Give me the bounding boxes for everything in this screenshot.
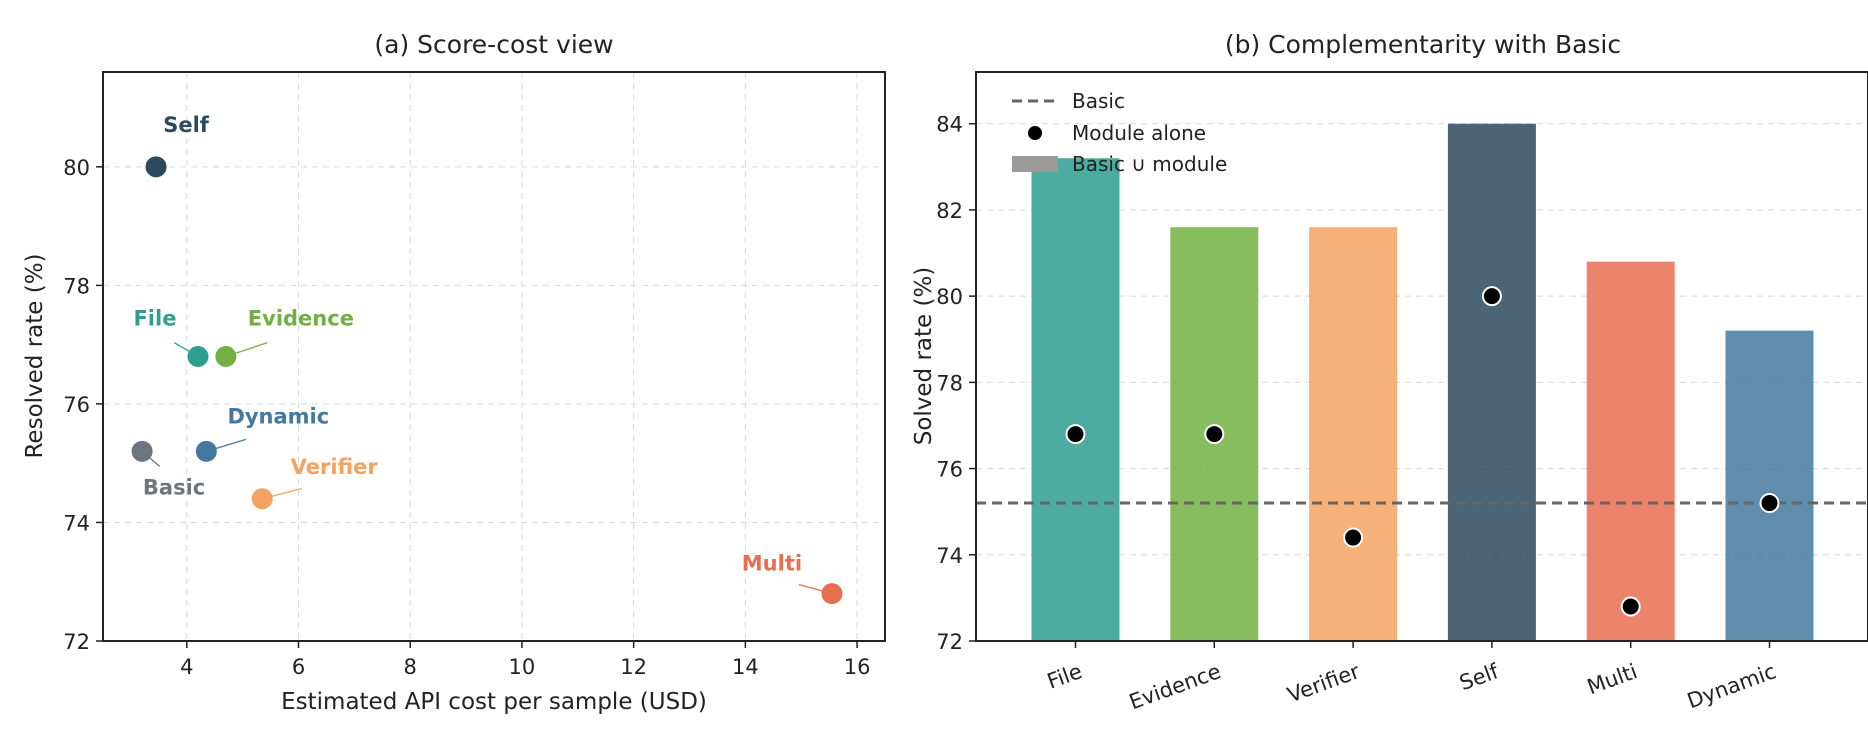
point-label-dynamic: Dynamic <box>227 404 329 428</box>
dot-dynamic <box>1759 493 1780 514</box>
panel-a-xtick-label: 12 <box>620 655 647 679</box>
bar-file <box>1031 158 1120 641</box>
panel-b-ytick-label: 80 <box>936 285 963 309</box>
xtick-label-file: File <box>1044 659 1085 694</box>
panel-a-xtick-label: 14 <box>732 655 759 679</box>
xtick-label-multi: Multi <box>1584 659 1640 699</box>
panel-a-xtick-label: 6 <box>292 655 305 679</box>
dot-evidence <box>1204 424 1225 445</box>
point-label-verifier: Verifier <box>291 455 379 479</box>
panel-a-score-cost: (a) Score-cost view Self File Evidence Dyna… <box>22 30 886 715</box>
bar-verifier <box>1309 227 1398 641</box>
panel-b-ytick-label: 84 <box>936 113 963 137</box>
point-label-multi: Multi <box>742 552 802 576</box>
point-leader-multi <box>798 583 833 595</box>
xtick-label-self: Self <box>1456 659 1502 695</box>
panel-b-frame <box>975 71 1868 642</box>
panel-a-xtick-label: 4 <box>180 655 193 679</box>
panel-b-title: (b) Complementarity with Basic <box>1225 30 1621 59</box>
point-label-evidence: Evidence <box>248 307 354 331</box>
bar-multi <box>1586 261 1675 641</box>
panel-a-ytick-label: 78 <box>63 274 90 298</box>
legend-module-alone-swatch <box>1028 126 1042 140</box>
xtick-label-dynamic: Dynamic <box>1684 659 1779 713</box>
panel-a-ylabel: Resolved rate (%) <box>22 253 48 458</box>
point-leader-evidence <box>225 342 268 358</box>
panel-b-ytick-label: 72 <box>936 630 963 654</box>
dot-self <box>1481 286 1502 307</box>
panel-a-xtick-label: 10 <box>509 655 536 679</box>
panel-b-ylabel: Solved rate (%) <box>911 267 937 446</box>
panel-a-xtick-label: 16 <box>844 655 871 679</box>
legend: Basic Module alone Basic ∪ module <box>1012 89 1227 176</box>
panel-a-xtick-label: 8 <box>404 655 417 679</box>
point-leader-dynamic <box>206 438 247 452</box>
point-leader-basic <box>141 450 161 467</box>
point-self <box>143 154 169 180</box>
bar-dynamic <box>1725 330 1814 641</box>
panel-a-ytick-label: 72 <box>63 630 90 654</box>
panel-a-title: (a) Score-cost view <box>374 30 613 59</box>
point-leader-file <box>173 342 199 358</box>
xtick-label-verifier: Verifier <box>1284 659 1363 707</box>
panel-a-frame <box>102 71 886 642</box>
panel-a-ytick-label: 74 <box>63 511 90 535</box>
dot-file <box>1065 424 1086 445</box>
dot-multi <box>1620 596 1641 617</box>
panel-a-ytick-label: 80 <box>63 156 90 180</box>
point-leader-verifier <box>262 487 302 500</box>
panel-b-ytick-label: 74 <box>936 544 963 568</box>
dot-verifier <box>1343 527 1364 548</box>
panel-a-ytick-label: 76 <box>63 393 90 417</box>
panel-b-ytick-label: 82 <box>936 199 963 223</box>
point-label-self: Self <box>163 113 210 137</box>
legend-module-alone-label: Module alone <box>1072 121 1206 145</box>
point-label-basic: Basic <box>143 475 205 499</box>
panel-b-ytick-label: 78 <box>936 371 963 395</box>
legend-union-label: Basic ∪ module <box>1072 152 1227 176</box>
xtick-label-evidence: Evidence <box>1126 659 1224 714</box>
point-label-file: File <box>133 307 176 331</box>
bar-self <box>1447 123 1536 641</box>
panel-a-xlabel: Estimated API cost per sample (USD) <box>281 689 707 715</box>
panel-b-ytick-label: 76 <box>936 458 963 482</box>
legend-basic-label: Basic <box>1072 89 1125 113</box>
legend-union-swatch <box>1012 156 1058 172</box>
panel-b-complementarity: (b) Complementarity with Basic File Evide… <box>911 30 1868 714</box>
